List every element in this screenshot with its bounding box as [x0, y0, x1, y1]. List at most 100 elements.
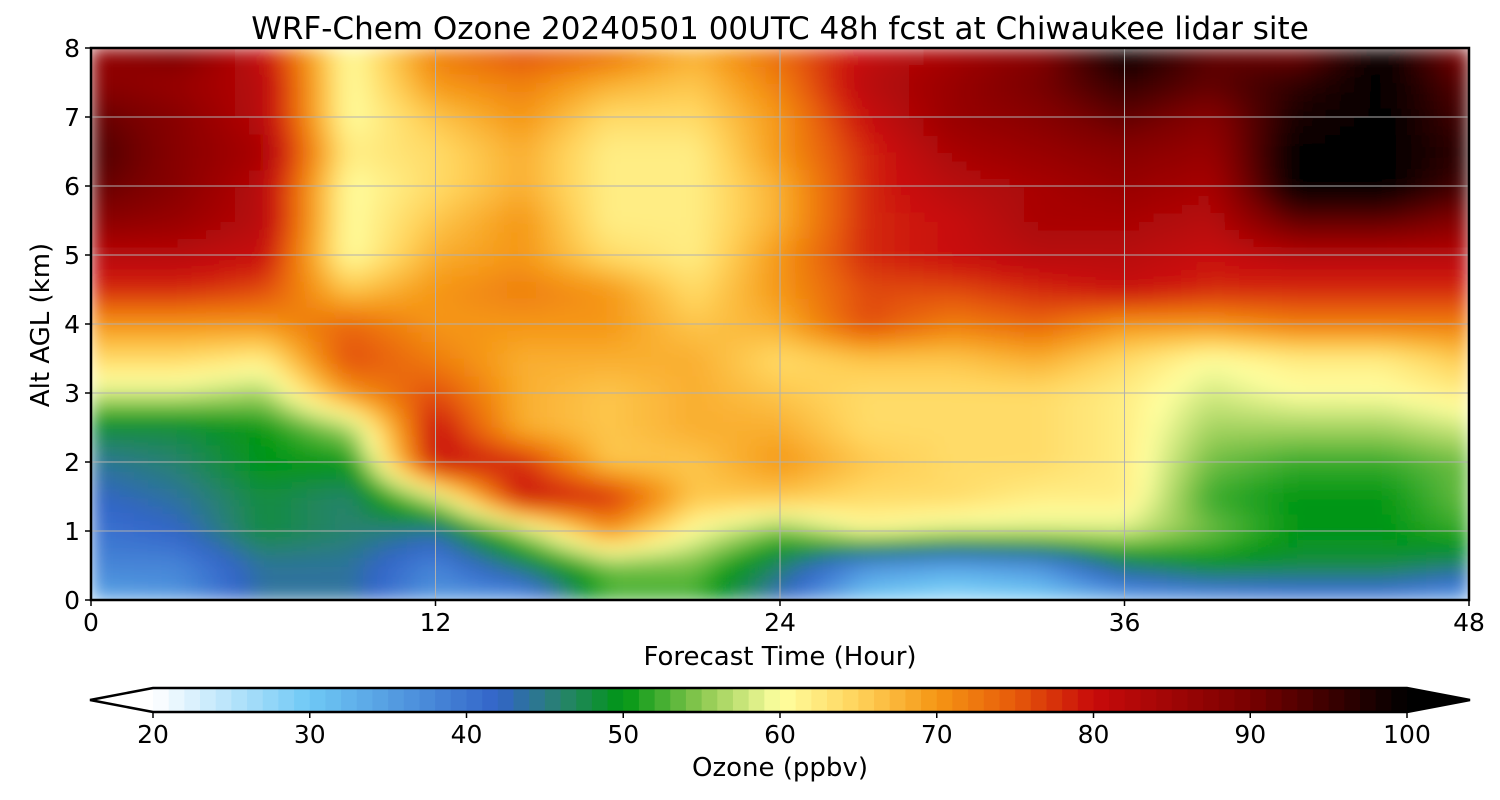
heatmap-cell — [392, 160, 408, 170]
heatmap-cell — [564, 436, 580, 446]
heatmap-cell — [1454, 384, 1469, 394]
heatmap-cell — [909, 384, 925, 394]
heatmap-cell — [708, 186, 724, 196]
heatmap-cell — [722, 272, 738, 282]
heatmap-cell — [980, 548, 997, 558]
heatmap-cell — [1110, 177, 1126, 187]
heatmap-cell — [478, 160, 494, 170]
heatmap-cell — [320, 211, 336, 222]
heatmap-cell — [650, 582, 666, 593]
heatmap-cell — [980, 565, 997, 575]
heatmap-cell — [650, 263, 666, 274]
heatmap-cell — [736, 315, 753, 325]
heatmap-cell — [1138, 479, 1154, 489]
heatmap-cell — [363, 427, 379, 437]
heatmap-cell — [234, 160, 250, 170]
heatmap-cell — [1253, 565, 1269, 575]
heatmap-cell — [335, 410, 351, 420]
heatmap-cell — [1138, 220, 1154, 230]
heatmap-cell — [579, 401, 595, 412]
heatmap-cell — [923, 358, 939, 368]
heatmap-cell — [1411, 565, 1427, 575]
heatmap-cell — [808, 418, 824, 429]
heatmap-cell — [579, 487, 595, 498]
heatmap-cell — [1038, 556, 1054, 567]
heatmap-cell — [320, 255, 336, 265]
heatmap-cell — [1224, 341, 1241, 351]
heatmap-cell — [277, 393, 293, 403]
heatmap-cell — [808, 263, 824, 274]
heatmap-cell — [1411, 237, 1427, 248]
heatmap-cell — [1067, 470, 1083, 481]
heatmap-cell — [91, 168, 107, 179]
heatmap-cell — [1382, 453, 1399, 463]
heatmap-cell — [1009, 522, 1025, 532]
heatmap-cell — [1038, 272, 1054, 282]
heatmap-cell — [492, 556, 509, 567]
heatmap-cell — [1268, 531, 1284, 541]
heatmap-cell — [449, 565, 465, 575]
heatmap-cell — [1411, 332, 1427, 343]
heatmap-cell — [1224, 220, 1241, 230]
heatmap-cell — [808, 582, 824, 593]
heatmap-cell — [693, 367, 710, 377]
heatmap-cell — [1425, 462, 1442, 472]
heatmap-cell — [1052, 289, 1068, 299]
heatmap-cell — [535, 444, 552, 455]
heatmap-cell — [1268, 384, 1284, 394]
heatmap-cell — [1253, 194, 1269, 205]
heatmap-cell — [435, 272, 451, 282]
heatmap-cell — [1167, 237, 1183, 248]
heatmap-cell — [780, 513, 796, 524]
heatmap-cell — [679, 479, 695, 489]
heatmap-cell — [119, 539, 135, 550]
heatmap-cell — [823, 229, 839, 239]
heatmap-cell — [134, 574, 150, 584]
heatmap-cell — [363, 496, 379, 506]
heatmap-cell — [349, 591, 365, 600]
heatmap-cell — [162, 229, 178, 239]
heatmap-cell — [1425, 237, 1442, 248]
heatmap-cell — [421, 272, 437, 282]
heatmap-cell — [679, 548, 695, 558]
heatmap-cell — [363, 393, 379, 403]
heatmap-cell — [894, 289, 910, 299]
heatmap-cell — [1024, 306, 1040, 317]
heatmap-cell — [636, 324, 652, 334]
heatmap-cell — [105, 453, 121, 463]
heatmap-cell — [507, 367, 523, 377]
heatmap-cell — [1138, 306, 1154, 317]
heatmap-cell — [794, 410, 810, 420]
heatmap-cell — [1081, 280, 1097, 291]
heatmap-cell — [1311, 427, 1327, 437]
heatmap-cell — [837, 487, 853, 498]
heatmap-cell — [134, 582, 150, 593]
heatmap-cell — [823, 263, 839, 274]
heatmap-cell — [923, 582, 939, 593]
heatmap-cell — [751, 289, 767, 299]
heatmap-cell — [837, 410, 853, 420]
heatmap-cell — [1268, 211, 1284, 222]
heatmap-cell — [765, 479, 781, 489]
heatmap-cell — [693, 539, 710, 550]
heatmap-cell — [923, 315, 939, 325]
heatmap-cell — [593, 186, 609, 196]
heatmap-cell — [134, 556, 150, 567]
heatmap-cell — [1095, 487, 1111, 498]
heatmap-cell — [1268, 324, 1284, 334]
heatmap-cell — [679, 341, 695, 351]
heatmap-cell — [1382, 211, 1399, 222]
heatmap-cell — [363, 349, 379, 360]
heatmap-cell — [564, 349, 580, 360]
heatmap-cell — [1124, 246, 1140, 256]
heatmap-cell — [665, 531, 681, 541]
heatmap-cell — [464, 453, 480, 463]
heatmap-cell — [464, 522, 480, 532]
heatmap-cell — [1382, 444, 1399, 455]
heatmap-cell — [378, 522, 394, 532]
heatmap-cell — [392, 229, 408, 239]
heatmap-cell — [550, 479, 566, 489]
heatmap-cell — [291, 367, 308, 377]
heatmap-cell — [1081, 522, 1097, 532]
heatmap-cell — [693, 341, 710, 351]
